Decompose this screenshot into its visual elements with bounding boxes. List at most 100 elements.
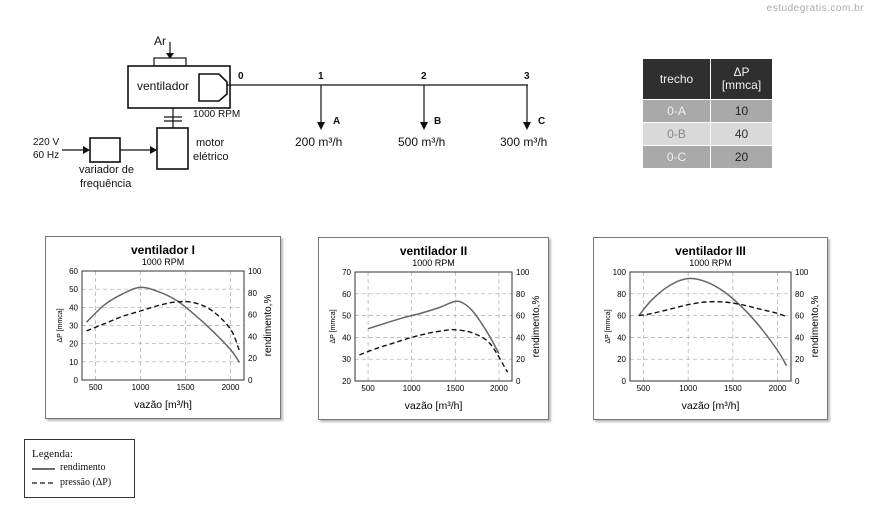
y-tick-label: 50	[69, 285, 78, 294]
y-tick-label: 50	[342, 312, 351, 321]
plot-frame	[354, 271, 513, 382]
x-tick-label: 1500	[446, 384, 464, 393]
y2-tick-label: 100	[795, 268, 809, 277]
outlet-a-letter: A	[333, 116, 341, 127]
y-tick-label: 40	[342, 333, 351, 342]
table-row: 0-A 10	[642, 99, 773, 123]
y-tick-label: 40	[69, 303, 78, 312]
series-line-efficiency	[367, 300, 500, 355]
chart-panel-fan-3: ventilador III 1000 RPM 0 20 40 60 80 100 0 20 40 6…	[593, 237, 828, 420]
table-cell-dp: 10	[710, 99, 773, 123]
series-line-pressure	[86, 300, 241, 352]
y2-tick-label: 40	[516, 333, 525, 342]
legend: Legenda: rendimento pressão (ΔP)	[24, 439, 135, 498]
table-header-dp: ΔP [mmca]	[710, 58, 773, 100]
motor-box	[156, 127, 189, 170]
x-tick-label: 2000	[222, 383, 240, 392]
fan-label: ventilador	[137, 79, 190, 93]
point-0-label: 0	[238, 71, 244, 82]
x-axis-label: vazão [m³/h]	[405, 400, 463, 412]
table-header-trecho: trecho	[642, 58, 711, 100]
y-tick-label: 60	[69, 267, 78, 276]
series-line-pressure	[638, 300, 787, 318]
table-cell-trecho: 0-A	[642, 99, 711, 123]
y2-tick-label: 100	[516, 268, 530, 277]
y-tick-label: 10	[69, 358, 78, 367]
supply-frequency-label: 60 Hz	[33, 150, 60, 161]
x-tick-label: 1000	[132, 383, 150, 392]
legend-solid-label: rendimento	[60, 462, 106, 473]
y2-tick-label: 80	[248, 289, 257, 298]
outlet-a-flow: 200 m³/h	[295, 135, 343, 149]
y2-axis-label: rendimento,%	[531, 296, 542, 358]
series-line-efficiency	[85, 286, 241, 364]
y-tick-label: 30	[342, 355, 351, 364]
chart-title: ventilador I	[131, 243, 195, 257]
x-tick-label: 2000	[769, 384, 787, 393]
vfd-box	[89, 137, 121, 163]
y-axis-label: ΔP [mmca]	[605, 309, 612, 343]
y2-tick-label: 40	[795, 333, 804, 342]
vfd-label-1: variador de	[79, 164, 135, 176]
chart-title: ventilador II	[400, 244, 467, 258]
legend-title: Legenda:	[32, 448, 73, 460]
x-tick-label: 500	[361, 384, 375, 393]
point-1-label: 1	[318, 71, 324, 82]
y-tick-label: 60	[342, 290, 351, 299]
point-3-label: 3	[524, 71, 530, 82]
y-axis-label: ΔP [mmca]	[57, 308, 64, 342]
x-tick-label: 1000	[403, 384, 421, 393]
supply-voltage-label: 220 V	[33, 137, 60, 148]
x-tick-label: 1500	[724, 384, 742, 393]
outlet-b-flow: 500 m³/h	[398, 135, 446, 149]
x-tick-label: 500	[89, 383, 103, 392]
y2-tick-label: 0	[516, 377, 521, 386]
table-row: 0-C 20	[642, 145, 773, 169]
plot-frame	[81, 270, 245, 381]
legend-swatches	[32, 468, 55, 484]
chart-panel-fan-2: ventilador II 1000 RPM 20 30 40 50 60 70 0 20 40 60…	[318, 237, 549, 420]
chart-title: ventilador III	[675, 244, 746, 258]
motor-label-1: motor	[196, 137, 225, 149]
table-row: 0-B 40	[642, 122, 773, 146]
table-cell-dp: 40	[710, 122, 773, 146]
x-tick-label: 1500	[177, 383, 195, 392]
motor-label-2: elétrico	[193, 151, 229, 163]
series-line-pressure	[359, 328, 509, 373]
air-inlet-flange	[153, 57, 187, 67]
outlet-c-letter: C	[538, 116, 546, 127]
legend-dashed-label: pressão (ΔP)	[60, 477, 112, 488]
y-tick-label: 60	[617, 312, 626, 321]
system-schematic	[62, 42, 531, 170]
y-tick-label: 0	[622, 377, 627, 386]
x-axis-label: vazão [m³/h]	[682, 400, 740, 412]
x-tick-label: 500	[637, 384, 651, 393]
y-tick-label: 100	[613, 268, 627, 277]
table-cell-trecho: 0-B	[642, 122, 711, 146]
y-tick-label: 20	[342, 377, 351, 386]
table-cell-dp: 20	[710, 145, 773, 169]
y2-tick-label: 80	[516, 290, 525, 299]
y2-tick-label: 0	[248, 376, 253, 385]
series-line-efficiency	[638, 277, 788, 367]
y2-axis-label: rendimento,%	[810, 296, 821, 358]
y2-tick-label: 60	[795, 312, 804, 321]
y-tick-label: 30	[69, 322, 78, 331]
point-2-label: 2	[421, 71, 427, 82]
chart-subtitle: 1000 RPM	[689, 258, 732, 268]
chart-subtitle: 1000 RPM	[412, 258, 455, 268]
y2-tick-label: 20	[248, 354, 257, 363]
y2-tick-label: 60	[516, 312, 525, 321]
y-tick-label: 80	[617, 290, 626, 299]
y2-tick-label: 80	[795, 290, 804, 299]
outlet-c-flow: 300 m³/h	[500, 135, 548, 149]
y2-tick-label: 20	[516, 355, 525, 364]
outlet-b-letter: B	[434, 116, 442, 127]
pressure-drop-table: trecho ΔP [mmca] 0-A 10 0-B 40 0-C 20	[642, 58, 773, 169]
y-tick-label: 20	[69, 340, 78, 349]
table-cell-trecho: 0-C	[642, 145, 711, 169]
x-tick-label: 2000	[490, 384, 508, 393]
